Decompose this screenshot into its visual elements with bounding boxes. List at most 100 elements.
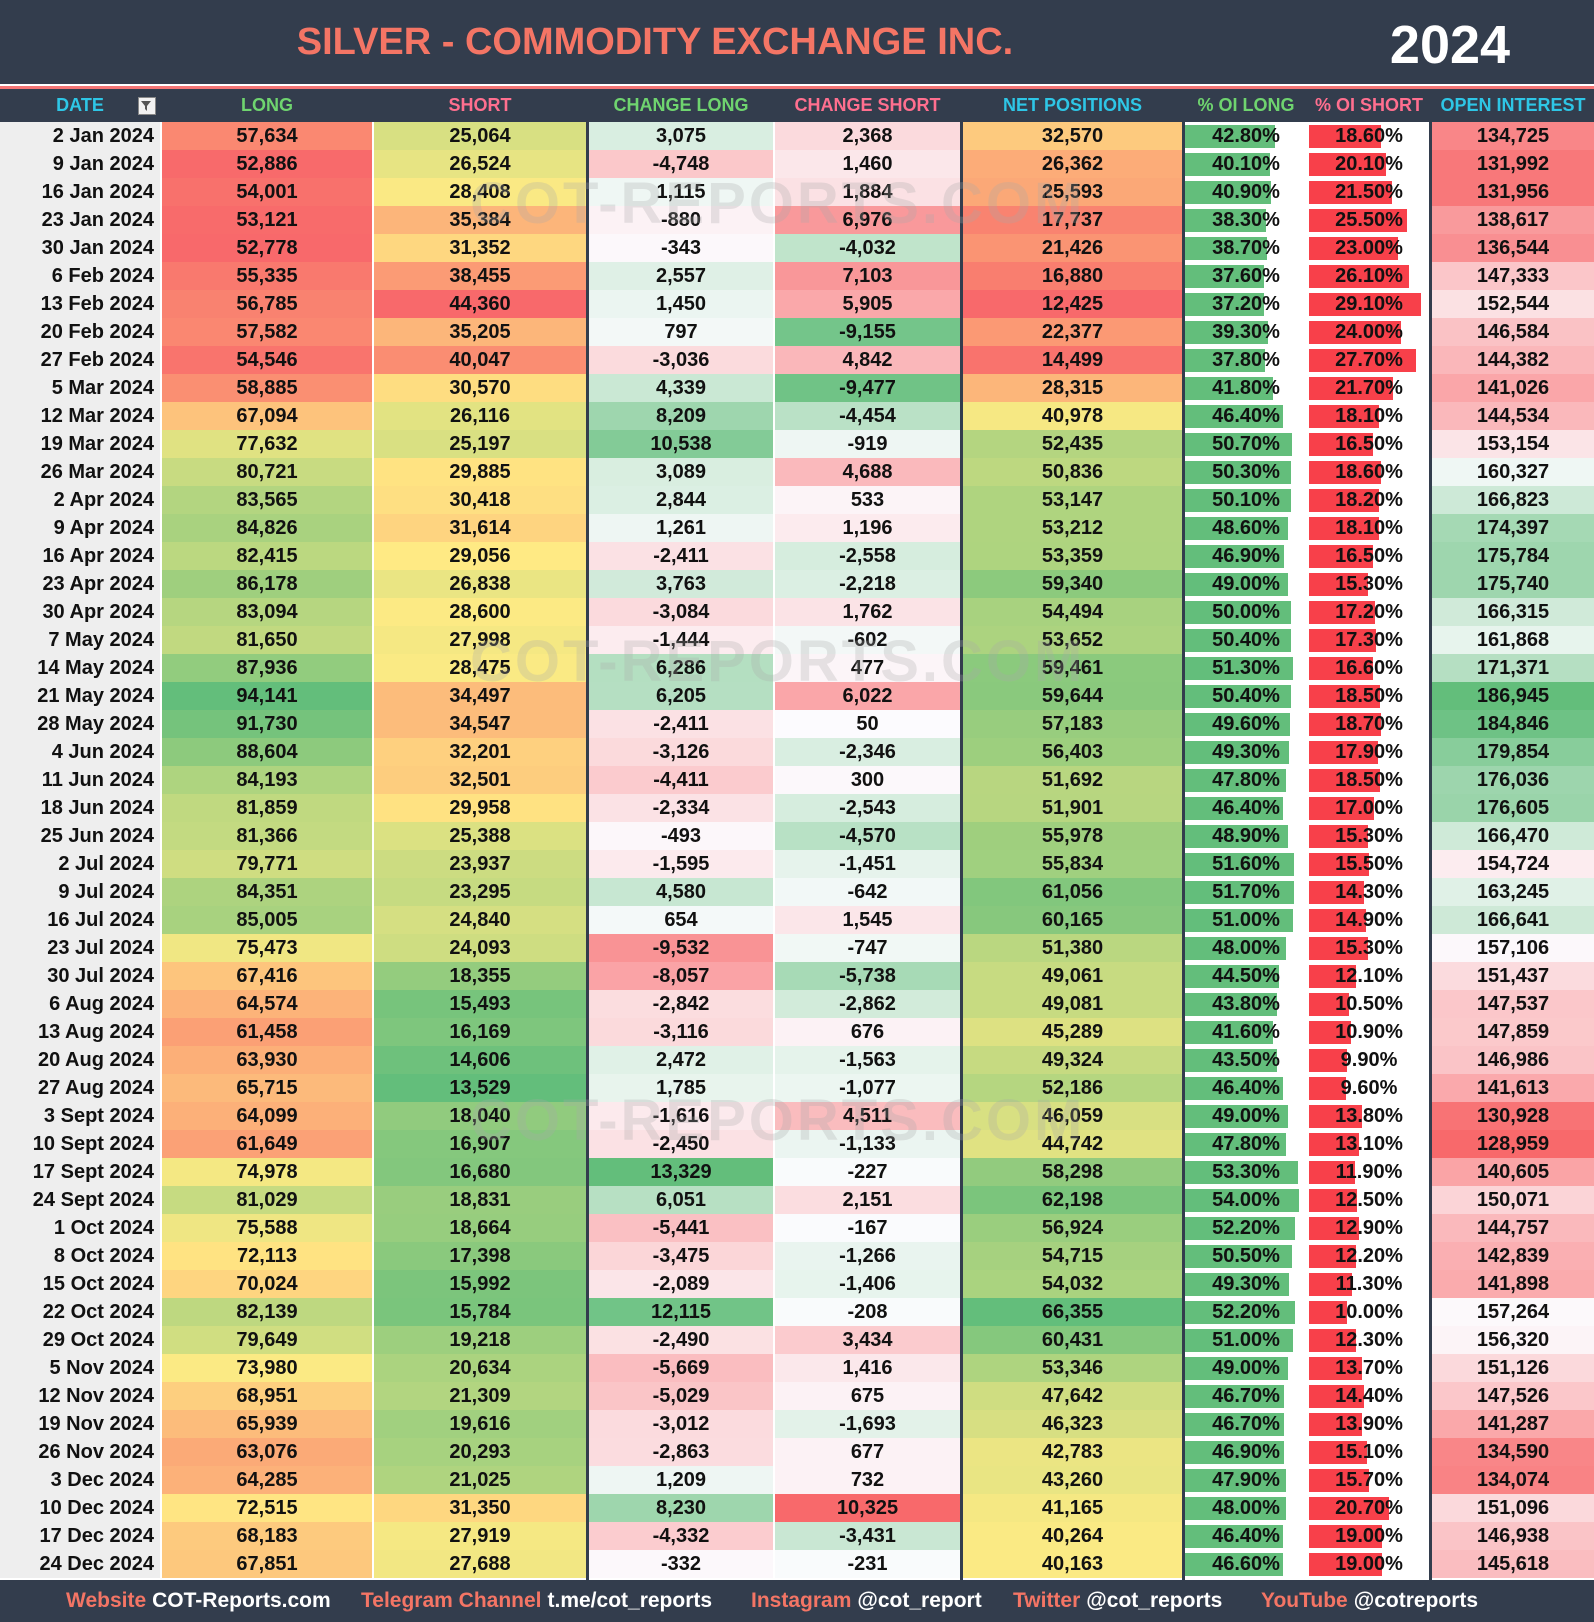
- cell-value: 15.30%: [1335, 825, 1403, 847]
- cell-bg: [589, 402, 773, 430]
- cell-bg: [162, 458, 372, 486]
- cell-value: 38.70%: [1212, 237, 1280, 259]
- cell-value: 146,938: [1476, 1525, 1550, 1547]
- cell-value: 67,851: [236, 1553, 298, 1575]
- cell-value: 676: [850, 1021, 885, 1043]
- cell-value: 50.30%: [1212, 461, 1280, 483]
- cell-bg: [162, 514, 372, 542]
- date-bg: [0, 710, 160, 738]
- cell-bg: [162, 430, 372, 458]
- footer-value[interactable]: @cot_report: [857, 1589, 982, 1612]
- cell-bg: [374, 738, 586, 766]
- date-bg: [0, 486, 160, 514]
- cell-value: 176,036: [1476, 769, 1550, 791]
- cell-bg: [162, 710, 372, 738]
- cell-bg: [1432, 682, 1594, 710]
- cell-bg: [589, 542, 773, 570]
- data-bar: [1309, 125, 1381, 148]
- cell-bg: [374, 374, 586, 402]
- cell-bg: [963, 1326, 1182, 1354]
- cell-bg: [775, 654, 960, 682]
- cell-bg: [374, 906, 586, 934]
- footer-value[interactable]: COT-Reports.com: [152, 1589, 331, 1612]
- cell-bg: [775, 542, 960, 570]
- cell-bg: [775, 822, 960, 850]
- cell-bg: [589, 234, 773, 262]
- cell-bg: [589, 122, 773, 150]
- cell-bg: [162, 1326, 372, 1354]
- data-bar: [1185, 1021, 1273, 1044]
- date: 10 Dec 2024: [39, 1497, 154, 1519]
- column-header: % OI SHORT: [1314, 95, 1423, 115]
- cell-value: 51,901: [1041, 797, 1104, 819]
- cell-bg: [1432, 402, 1594, 430]
- cell-bg: [374, 262, 586, 290]
- data-bar: [1309, 1105, 1363, 1128]
- cell-value: -4,748: [652, 153, 710, 175]
- column-header: CHANGE LONG: [613, 95, 749, 115]
- cell-value: 65,715: [236, 1077, 298, 1099]
- date-bg: [0, 962, 160, 990]
- footer-label: Twitter: [1013, 1589, 1081, 1612]
- cell-value: 24.00%: [1335, 321, 1403, 343]
- cell-bg: [374, 878, 586, 906]
- data-bar: [1309, 181, 1392, 204]
- cell-value: 16,680: [449, 1161, 511, 1183]
- cell-value: 11.30%: [1335, 1273, 1403, 1295]
- cell-value: 10,325: [836, 1497, 899, 1519]
- cell-value: 4,842: [842, 349, 893, 371]
- cell-value: -4,454: [839, 405, 896, 427]
- cell-value: -9,477: [839, 377, 896, 399]
- data-bar: [1309, 1133, 1360, 1156]
- cell-value: -642: [847, 881, 888, 903]
- cell-bg: [162, 766, 372, 794]
- data-bar: [1309, 489, 1380, 512]
- filter-icon[interactable]: [138, 97, 156, 115]
- footer-value[interactable]: @cot_reports: [1086, 1589, 1223, 1612]
- cell-value: 8,209: [655, 405, 707, 427]
- cell-bg: [963, 402, 1182, 430]
- cell-value: -2,334: [652, 797, 710, 819]
- date-bg: [0, 1018, 160, 1046]
- cell-value: 46.70%: [1212, 1385, 1280, 1407]
- cell-value: 60,431: [1041, 1329, 1104, 1351]
- cell-bg: [162, 1214, 372, 1242]
- cell-bg: [963, 682, 1182, 710]
- cell-bg: [1432, 738, 1594, 766]
- cell-bg: [1432, 906, 1594, 934]
- cell-bg: [162, 682, 372, 710]
- data-bar: [1309, 1329, 1357, 1352]
- cell-value: 14,499: [1041, 349, 1104, 371]
- date: 6 Feb 2024: [51, 265, 154, 287]
- cell-value: -8,057: [652, 965, 710, 987]
- cell-bg: [589, 1214, 773, 1242]
- date-bg: [0, 1158, 160, 1186]
- cell-value: 48.60%: [1212, 517, 1280, 539]
- cell-bg: [963, 1018, 1182, 1046]
- cell-bg: [162, 962, 372, 990]
- cell-value: 26,838: [449, 573, 511, 595]
- cell-value: 41,165: [1041, 1497, 1104, 1519]
- cell-bg: [1432, 1382, 1594, 1410]
- cell-bg: [589, 1018, 773, 1046]
- year: 2024: [1389, 15, 1511, 75]
- footer-value[interactable]: t.me/cot_reports: [547, 1589, 713, 1612]
- cell-value: 39.30%: [1212, 321, 1280, 343]
- column-separator: [586, 89, 589, 1580]
- cell-value: 37.60%: [1212, 265, 1280, 287]
- cell-value: 21.70%: [1335, 377, 1403, 399]
- data-bar: [1309, 1357, 1362, 1380]
- cell-bg: [589, 570, 773, 598]
- footer-value[interactable]: @cotreports: [1353, 1589, 1479, 1612]
- cell-value: 18,664: [449, 1217, 511, 1239]
- cell-value: 174,397: [1476, 517, 1550, 539]
- cell-bg: [162, 1242, 372, 1270]
- cell-value: 47,642: [1041, 1385, 1104, 1407]
- cell-value: 84,193: [236, 769, 298, 791]
- cell-bg: [374, 1046, 586, 1074]
- cell-value: 7,103: [842, 265, 893, 287]
- cell-bg: [775, 458, 960, 486]
- cell-value: 52.20%: [1212, 1301, 1280, 1323]
- cell-bg: [162, 1158, 372, 1186]
- cell-bg: [775, 934, 960, 962]
